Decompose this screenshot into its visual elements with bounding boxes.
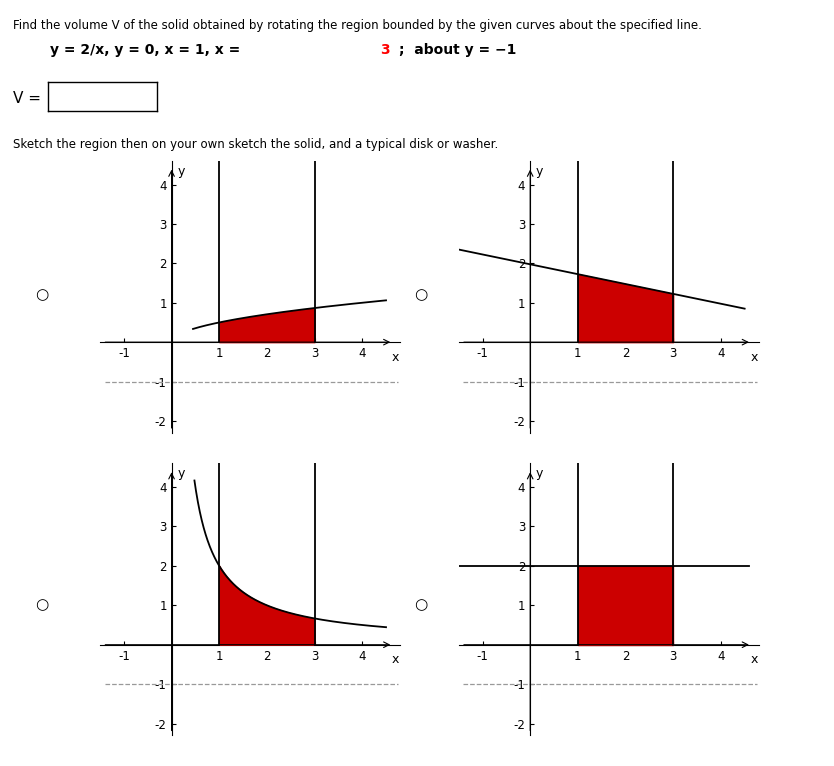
Text: V =: V = (13, 90, 41, 106)
Text: y: y (178, 165, 184, 178)
Text: ○: ○ (35, 597, 48, 613)
Text: ;  about y = −1: ; about y = −1 (399, 43, 516, 57)
Text: x: x (751, 351, 758, 364)
Text: x: x (392, 351, 399, 364)
Text: x: x (392, 653, 399, 666)
Text: y: y (536, 467, 543, 480)
Text: y: y (536, 165, 543, 178)
Text: ○: ○ (414, 597, 428, 613)
Text: y: y (178, 467, 184, 480)
Text: x: x (751, 653, 758, 666)
Text: Sketch the region then on your own sketch the solid, and a typical disk or washe: Sketch the region then on your own sketc… (13, 138, 498, 151)
Text: ○: ○ (414, 287, 428, 303)
Text: ○: ○ (35, 287, 48, 303)
Text: 3: 3 (380, 43, 390, 57)
Text: Find the volume V of the solid obtained by rotating the region bounded by the gi: Find the volume V of the solid obtained … (13, 19, 701, 32)
Text: y = 2/x, y = 0, x = 1, x =: y = 2/x, y = 0, x = 1, x = (50, 43, 245, 57)
